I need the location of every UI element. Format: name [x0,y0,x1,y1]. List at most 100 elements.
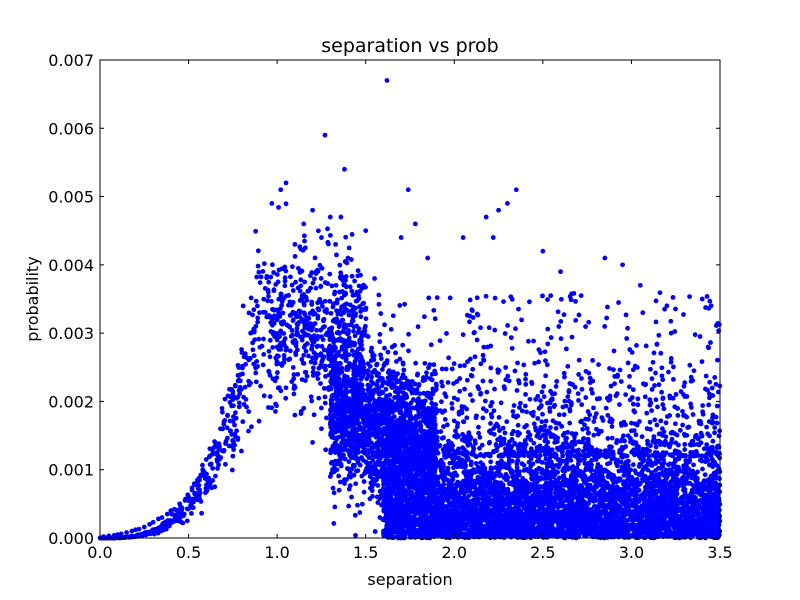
scatter-point [333,366,339,372]
scatter-point [173,518,178,524]
scatter-point [323,367,328,373]
scatter-point [372,413,378,419]
scatter-point [241,354,247,360]
scatter-point [392,432,398,438]
scatter-point [274,370,280,375]
scatter-point [255,364,261,369]
scatter-point [377,488,383,494]
scatter-point [271,288,277,294]
scatter-point [231,439,236,445]
scatter-point [222,396,228,402]
scatter-point [339,276,345,282]
scatter-point [367,415,373,420]
scatter-point [359,473,365,479]
scatter-point [483,214,489,220]
scatter-point [279,361,285,366]
scatter-point [400,342,406,348]
scatter-point [294,329,300,335]
scatter-point [337,383,343,389]
scatter-point [272,334,277,339]
scatter-point [352,426,358,432]
scatter-point [382,345,387,351]
scatter-point [303,318,308,324]
scatter-point [343,432,348,438]
scatter-point [336,361,342,366]
scatter-point [302,378,308,383]
scatter-point [332,383,338,388]
scatter-point [246,310,252,316]
scatter-point [210,465,216,471]
scatter-point [343,358,349,364]
scatter-point [349,348,355,354]
scatter-point [505,201,510,206]
scatter-point [307,273,313,279]
scatter-point [333,458,338,464]
scatter-point [372,529,378,534]
scatter-point [256,269,262,275]
scatter-point [252,337,258,343]
scatter-point [166,523,172,529]
scatter-point [309,299,315,305]
scatter-point [312,276,317,282]
scatter-point [362,442,368,448]
scatter-point [340,354,346,360]
scatter-point [332,420,338,425]
scatter-point [375,446,380,451]
scatter-point [332,414,338,420]
scatter-point [367,449,373,455]
scatter-point [331,339,337,345]
scatter-point [254,303,260,309]
scatter-point [362,432,367,438]
scatter-point [250,347,256,353]
scatter-point [311,360,317,366]
scatter-point [318,405,324,411]
scatter-point [699,296,705,302]
scatter-point [321,354,327,360]
scatter-point [357,369,362,375]
scatter-point [407,416,413,421]
scatter-point [330,485,336,491]
scatter-point [355,350,360,356]
scatter-point [340,389,346,395]
scatter-point [211,445,217,451]
scatter-point [349,288,355,294]
scatter-point [331,346,337,352]
scatter-point [424,370,429,376]
scatter-point [322,394,328,400]
scatter-point [275,279,281,285]
scatter-point [303,348,309,354]
scatter-point [342,306,348,312]
scatter-point [365,408,370,414]
scatter-point [289,282,295,288]
scatter-point [367,460,373,466]
scatter-point [178,510,184,516]
scatter-point [287,299,293,305]
scatter-point [222,417,228,423]
scatter-point [333,241,338,247]
scatter-point [299,328,305,334]
scatter-point [274,317,280,323]
scatter-point [362,447,368,453]
scatter-point [215,465,220,471]
scatter-point [322,400,328,406]
scatter-point [343,234,349,240]
scatter-point [235,362,241,368]
scatter-point [434,382,439,388]
scatter-point [339,440,344,446]
scatter-point [358,314,364,320]
scatter-point [200,462,205,468]
scatter-point [236,404,242,410]
scatter-point [318,276,324,281]
scatter-point [172,513,178,518]
scatter-point [327,232,333,238]
scatter-point [348,364,354,369]
scatter-point [342,259,348,264]
scatter-point [349,232,355,237]
scatter-point [348,343,354,348]
scatter-point [330,429,336,434]
scatter-point [239,448,244,454]
scatter-point [337,369,343,374]
scatter-point [149,529,155,535]
scatter-point [278,291,284,297]
scatter-point [369,406,375,412]
